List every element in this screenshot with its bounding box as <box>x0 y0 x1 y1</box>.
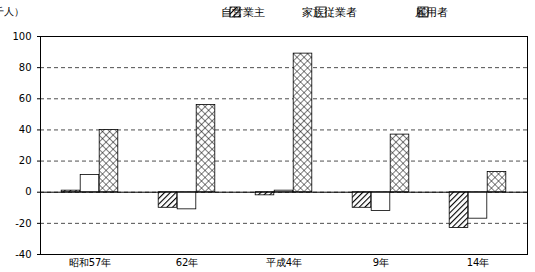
svg-text:62年: 62年 <box>176 257 199 268</box>
svg-text:家族従業者: 家族従業者 <box>302 6 357 19</box>
svg-text:平成4年: 平成4年 <box>266 257 302 268</box>
svg-text:0: 0 <box>25 186 31 197</box>
svg-text:9年: 9年 <box>373 257 389 268</box>
svg-text:20: 20 <box>19 155 32 166</box>
svg-text:（千人）: （千人） <box>0 6 24 17</box>
svg-text:雇用者: 雇用者 <box>415 6 448 19</box>
svg-text:40: 40 <box>19 124 32 135</box>
svg-text:昭和57年: 昭和57年 <box>69 257 112 268</box>
svg-text:-40: -40 <box>15 249 31 260</box>
svg-text:14年: 14年 <box>467 257 490 268</box>
svg-text:100: 100 <box>12 31 31 42</box>
svg-text:-20: -20 <box>15 218 31 229</box>
svg-text:自営業主: 自営業主 <box>221 6 265 19</box>
svg-text:60: 60 <box>19 93 32 104</box>
svg-text:80: 80 <box>19 62 32 73</box>
